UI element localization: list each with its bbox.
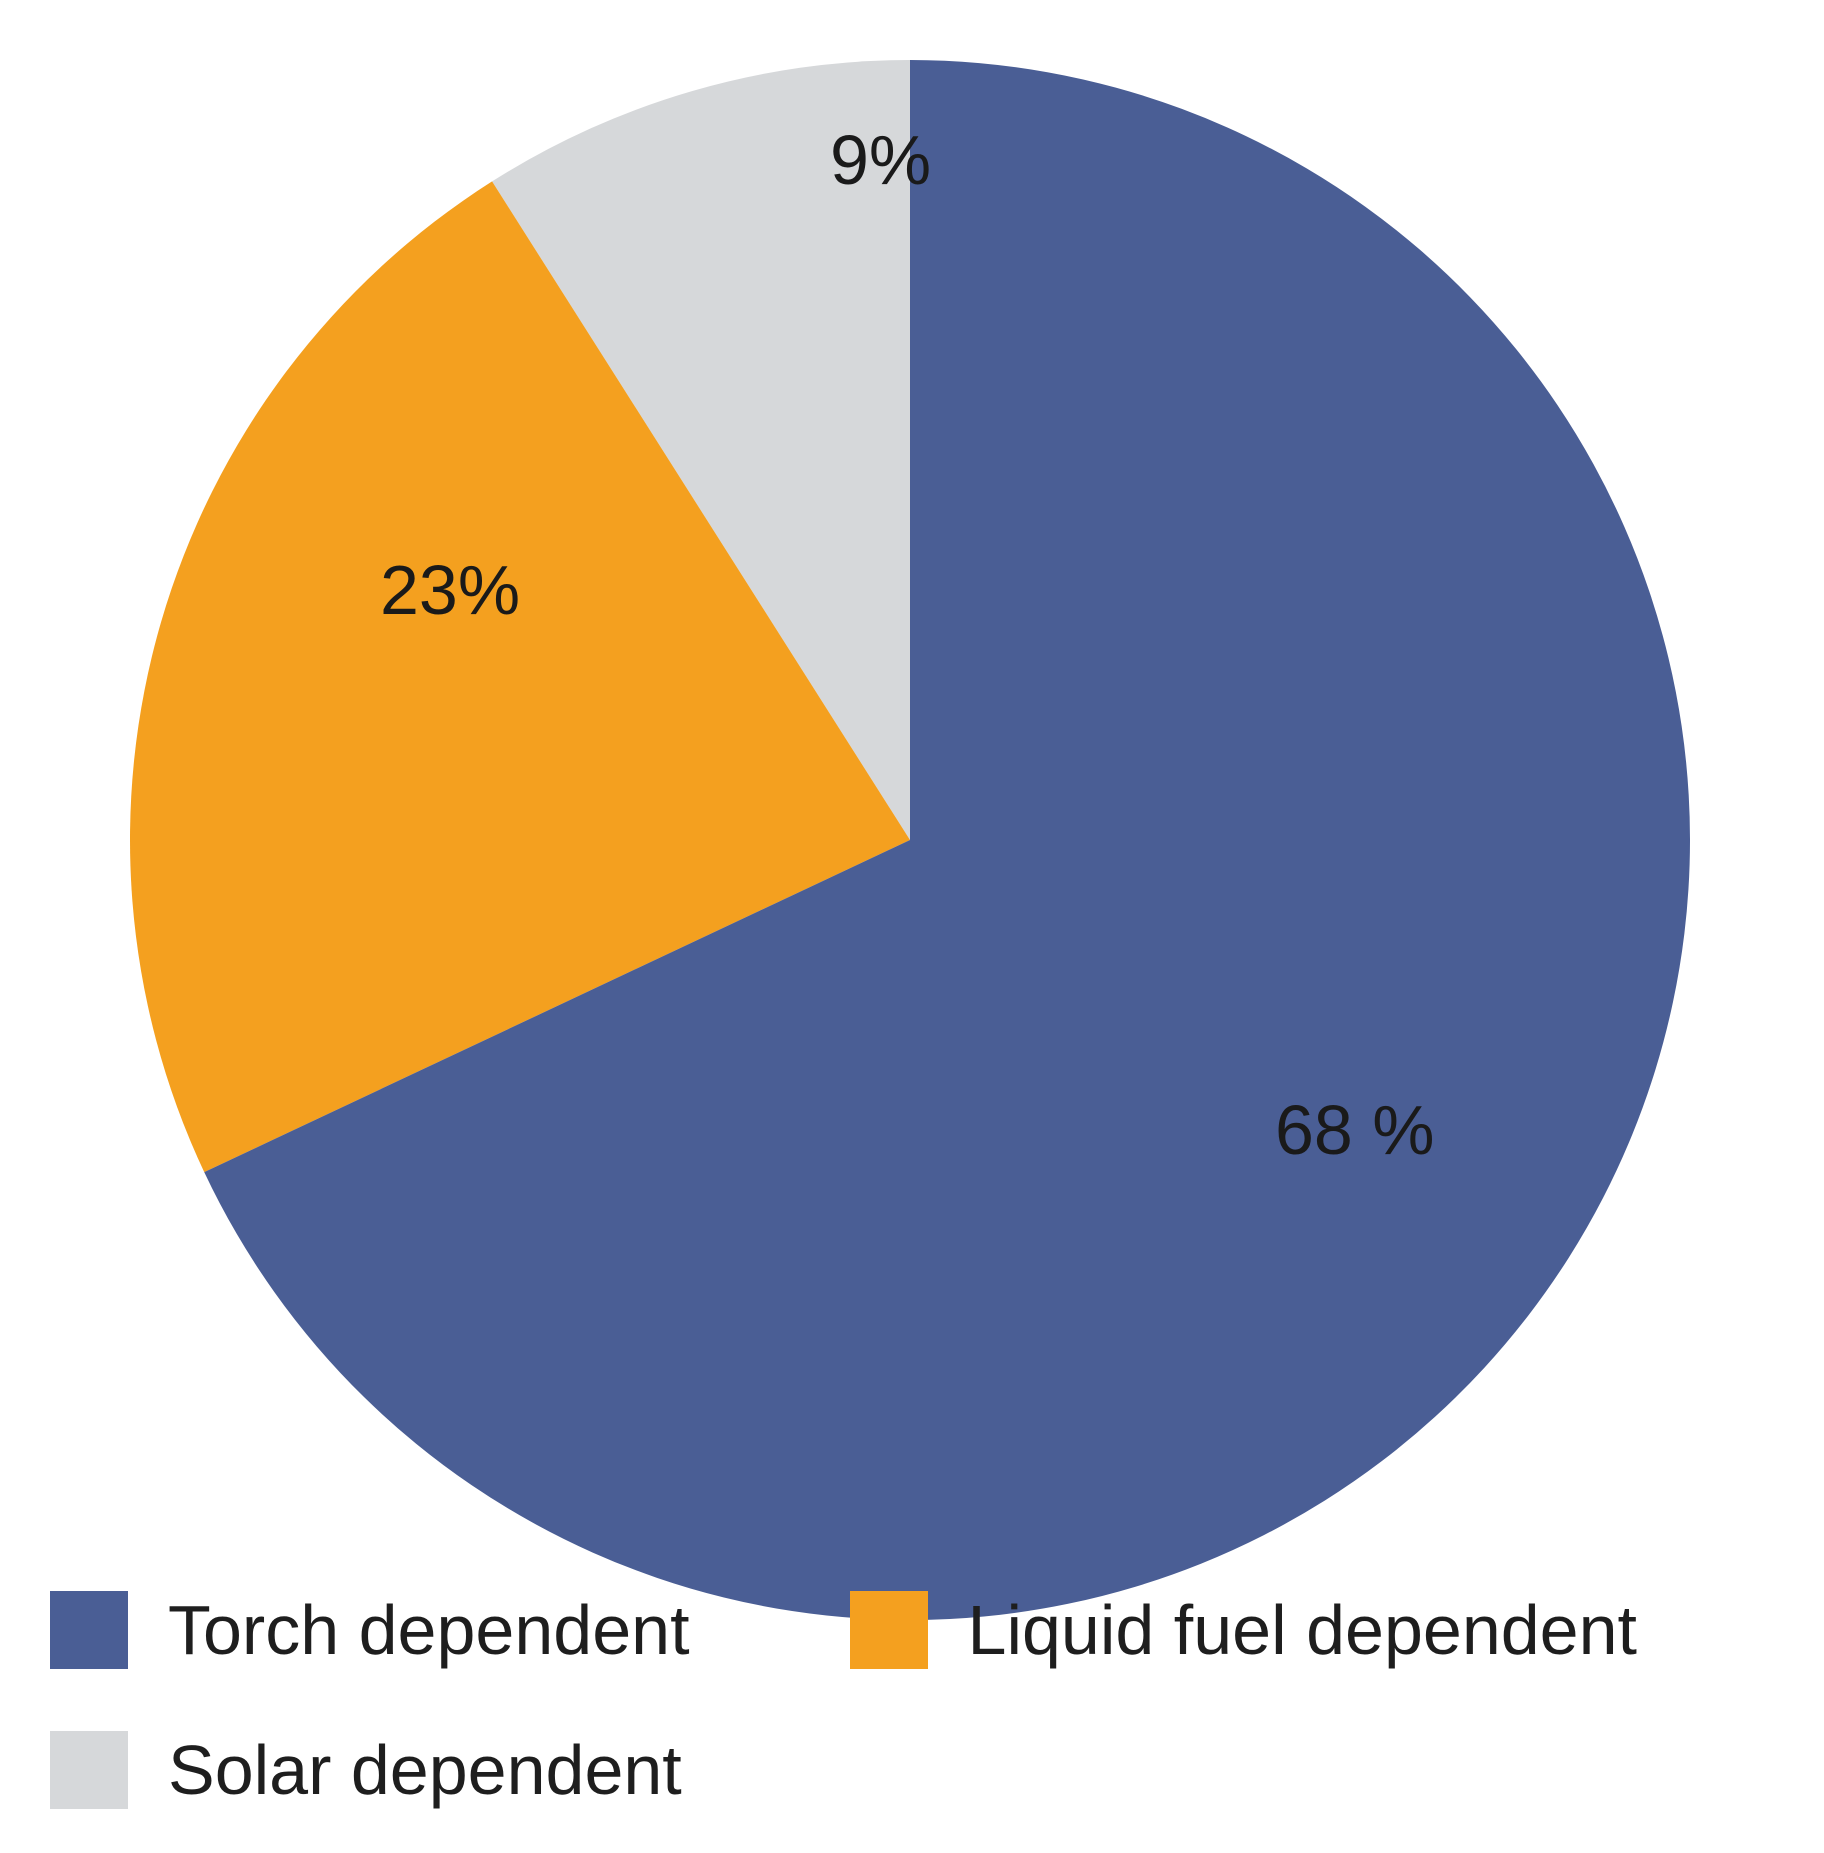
pie-chart: 9% 23% 68 % Torch dependent Liquid fuel … — [0, 0, 1824, 1853]
slice-label-solar: 9% — [830, 120, 931, 200]
legend-label-torch: Torch dependent — [168, 1590, 690, 1670]
legend-item-liquid-fuel: Liquid fuel dependent — [850, 1590, 1637, 1670]
pie-svg — [130, 60, 1690, 1620]
slice-label-torch: 68 % — [1275, 1090, 1435, 1170]
legend-label-solar: Solar dependent — [168, 1730, 682, 1810]
legend-swatch-solar — [50, 1731, 128, 1809]
legend: Torch dependent Liquid fuel dependent So… — [50, 1590, 1770, 1810]
legend-item-solar: Solar dependent — [50, 1730, 682, 1810]
pie-canvas-holder: 9% 23% 68 % — [130, 60, 1690, 1620]
legend-swatch-liquid-fuel — [850, 1591, 928, 1669]
legend-swatch-torch — [50, 1591, 128, 1669]
legend-label-liquid-fuel: Liquid fuel dependent — [968, 1590, 1637, 1670]
slice-label-liquid-fuel: 23% — [380, 550, 520, 630]
legend-item-torch: Torch dependent — [50, 1590, 690, 1670]
